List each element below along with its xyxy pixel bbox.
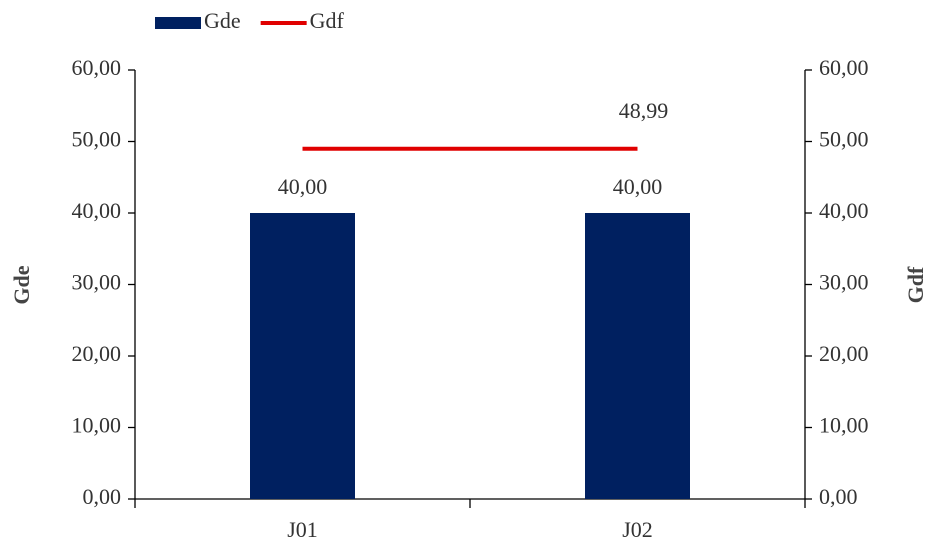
y2-tick-label: 0,00 xyxy=(819,484,858,509)
y-tick-label: 10,00 xyxy=(72,413,122,438)
y-tick-label: 20,00 xyxy=(72,341,122,366)
bar xyxy=(585,213,690,499)
y-tick-label: 60,00 xyxy=(72,55,122,80)
y2-tick-label: 30,00 xyxy=(819,270,869,295)
x-tick-label: J02 xyxy=(622,517,653,542)
data-label: 40,00 xyxy=(278,174,328,199)
y-tick-label: 30,00 xyxy=(72,270,122,295)
y-tick-label: 0,00 xyxy=(83,484,122,509)
data-label: 48,99 xyxy=(619,98,669,123)
data-label: 40,00 xyxy=(613,174,663,199)
legend-label: Gdf xyxy=(310,8,345,33)
y2-tick-label: 50,00 xyxy=(819,127,869,152)
x-tick-label: J01 xyxy=(287,517,318,542)
y2-tick-label: 40,00 xyxy=(819,198,869,223)
y2-axis-title: Gdf xyxy=(903,266,928,303)
legend-swatch xyxy=(155,17,201,29)
y2-tick-label: 60,00 xyxy=(819,55,869,80)
y-axis-title: Gde xyxy=(9,265,34,304)
y2-tick-label: 20,00 xyxy=(819,341,869,366)
legend-label: Gde xyxy=(204,8,241,33)
bar xyxy=(250,213,355,499)
y2-tick-label: 10,00 xyxy=(819,413,869,438)
y-tick-label: 50,00 xyxy=(72,127,122,152)
y-tick-label: 40,00 xyxy=(72,198,122,223)
